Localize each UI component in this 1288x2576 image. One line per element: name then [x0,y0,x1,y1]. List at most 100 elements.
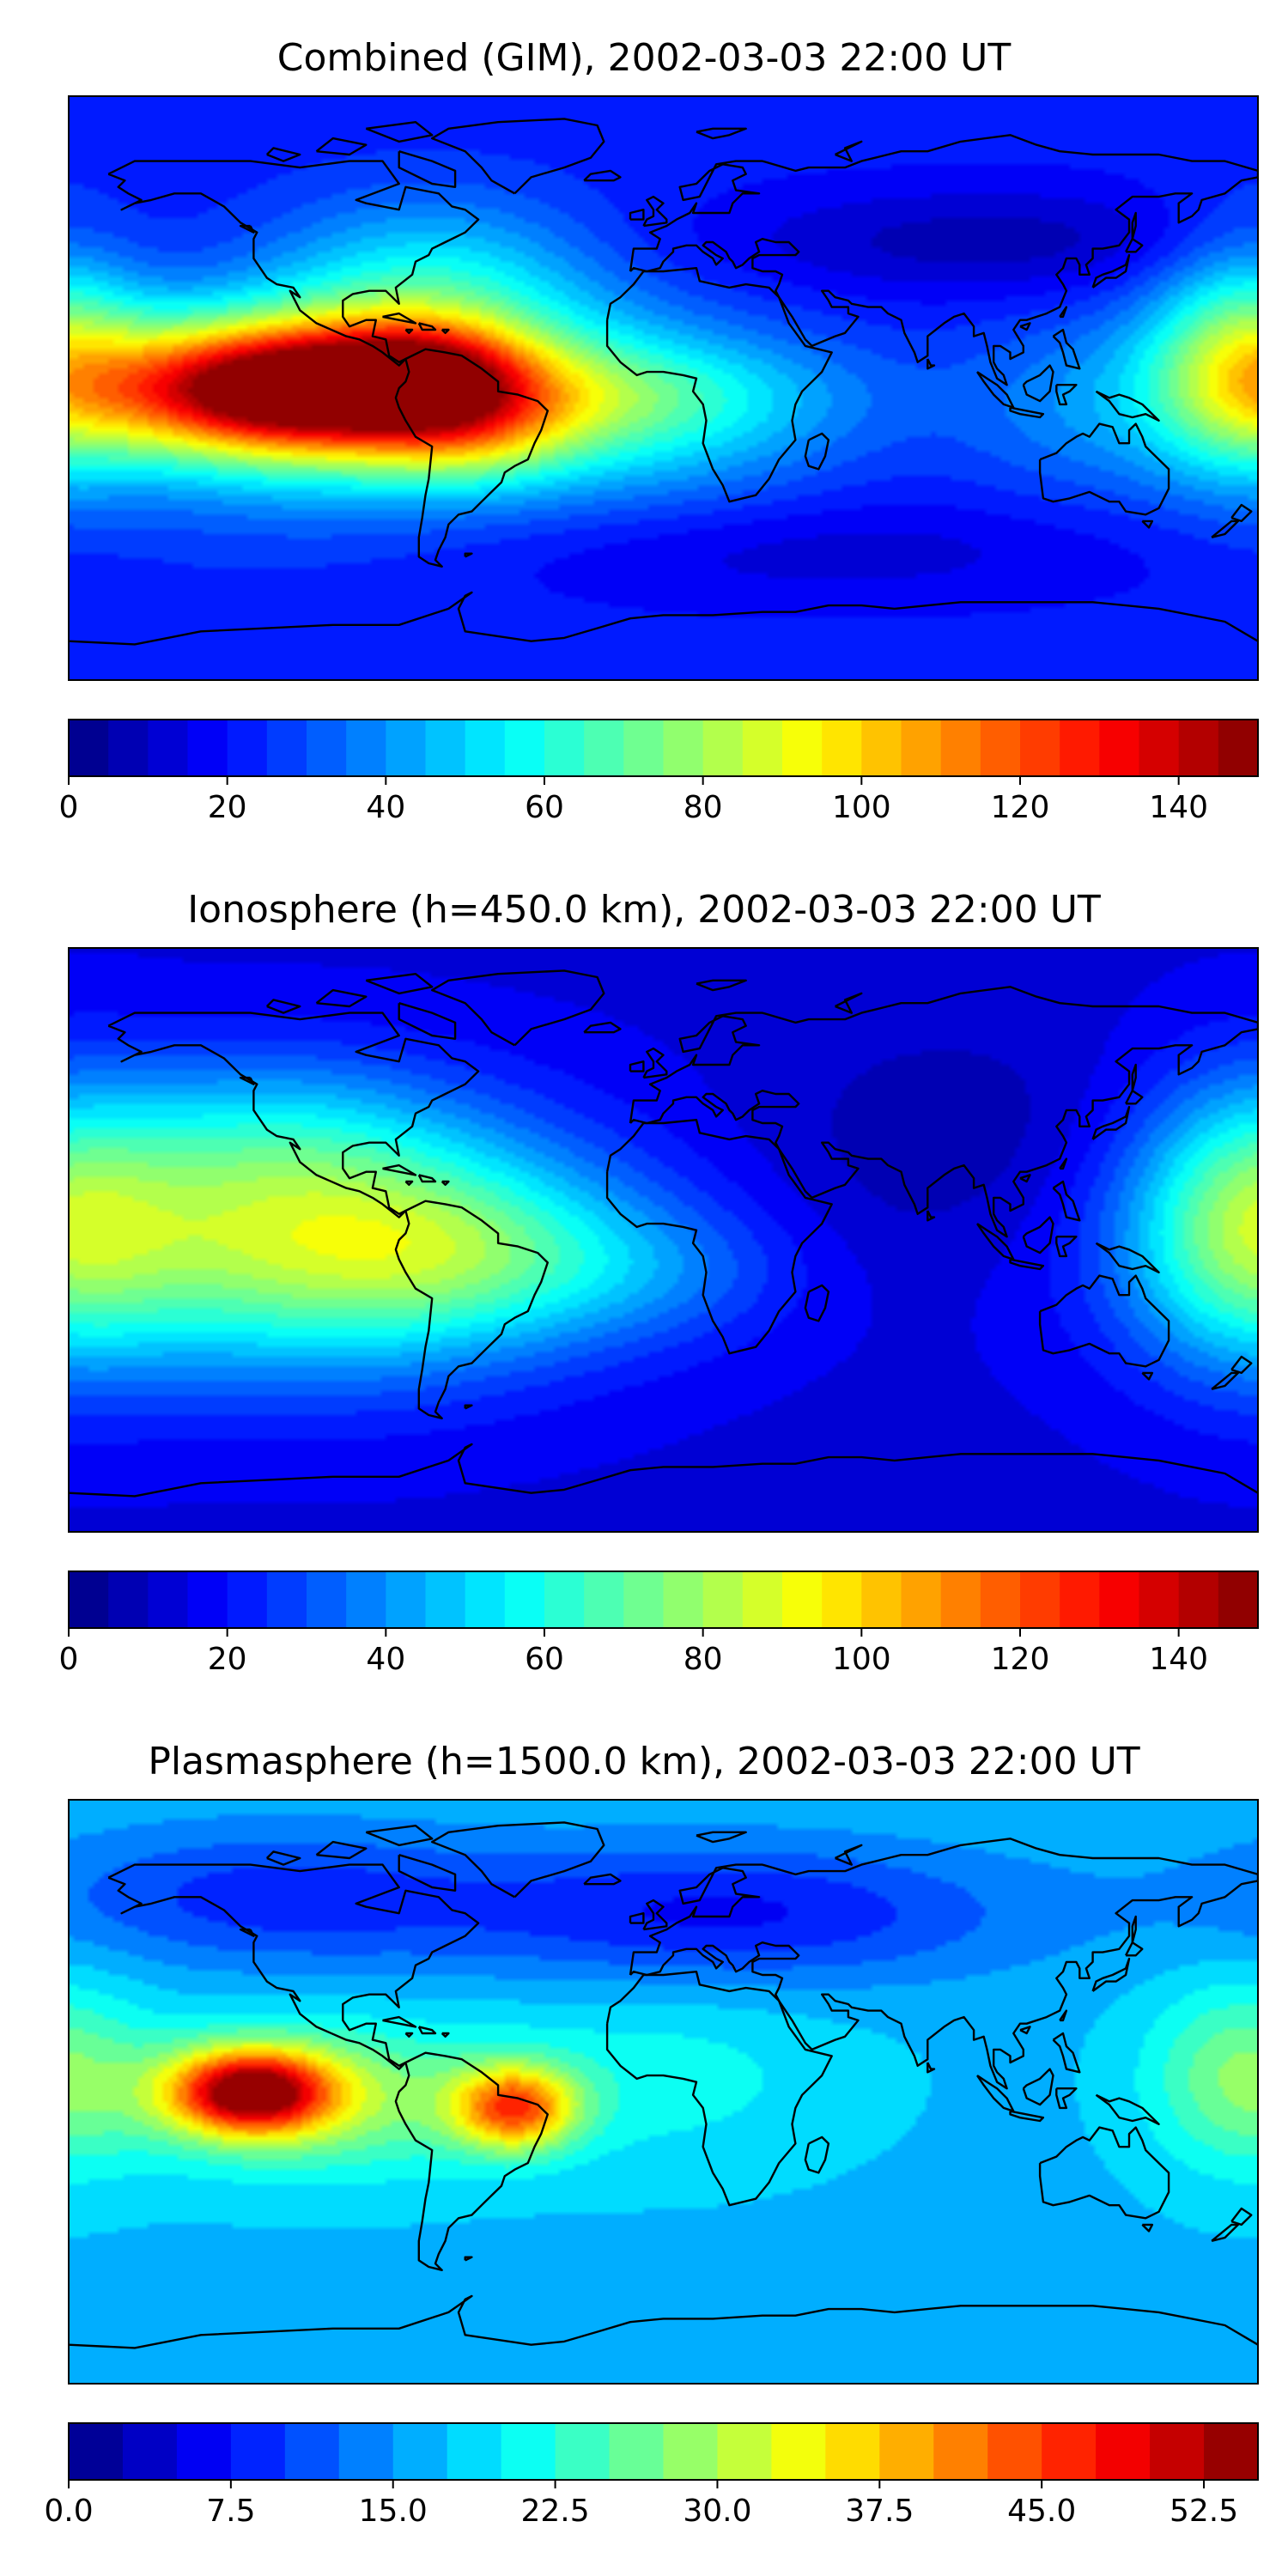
coastline-3 [605,1971,833,2207]
colorbar-frame [68,719,1259,777]
coastline-27 [404,2032,414,2038]
coastline-22 [1211,519,1240,538]
coastline-26 [417,2026,437,2035]
coastline-15 [1055,2087,1078,2110]
colorbar-segment [501,2423,556,2480]
colorbar-tick-label: 120 [991,790,1050,825]
colorbar-frame [68,1571,1259,1629]
coastline-27 [404,1180,414,1186]
coastline-28 [440,1180,450,1186]
coastline-29 [239,224,255,234]
coastline-31 [265,1850,301,1866]
colorbar-segment [465,1571,506,1628]
coastline-24 [1141,519,1154,529]
coastline-25 [382,2015,417,2028]
colorbar-segment [980,720,1021,776]
colorbar-segment [307,1571,347,1628]
colorbar-tick-label: 52.5 [1170,2494,1238,2529]
coastline-28 [440,328,450,334]
colorbar-segment [782,720,823,776]
colorbar-segment [861,1571,902,1628]
colorbar-tick-label: 60 [525,790,564,825]
coastline-2 [431,1821,605,1899]
colorbar-segment [822,1571,862,1628]
colorbar-segment [122,2423,178,2480]
coastline-6 [642,1047,668,1079]
coastline-26 [417,1174,437,1183]
colorbar-segment [230,2423,286,2480]
colorbar-tick-label: 45.0 [1007,2494,1076,2529]
coastline-19 [1019,1174,1031,1183]
coastline-23 [1230,503,1253,523]
colorbar-segment [742,1571,783,1628]
coastline-35 [835,1844,863,1866]
colorbar-segment [386,1571,427,1628]
coastline-17 [1052,328,1081,370]
colorbar-segment [1178,1571,1219,1628]
coastline-3 [605,267,833,503]
coastline-37 [69,591,1258,646]
coastline-8 [583,1873,622,1886]
coastline-19 [1019,322,1031,331]
colorbar-segment [346,1571,386,1628]
coastline-11 [1131,1915,1137,1943]
colorbar-segment [504,1571,545,1628]
colorbar-tick-label: 40 [366,1642,405,1677]
coastline-32 [398,1002,457,1040]
coastline-31 [265,999,301,1014]
coastline-35 [835,140,863,162]
coastline-23 [1230,1355,1253,1375]
colorbar-segment [1096,2423,1151,2480]
colorbar-tick-label: 0.0 [44,2494,93,2529]
colorbar-segment [742,720,783,776]
colorbar-segment [879,2423,934,2480]
coastline-4 [629,134,1258,386]
coastline-28 [440,2032,450,2038]
colorbar-tick-label: 20 [208,790,247,825]
colorbar-segment [465,720,506,776]
panel-2-coastlines [69,969,1258,1498]
coastline-15 [1055,384,1078,406]
coastline-36 [464,2256,473,2262]
colorbar-segment [1020,720,1060,776]
colorbar-segment [544,720,585,776]
colorbar-segment [447,2423,502,2480]
colorbar-segment [108,720,149,776]
colorbar-tick-label: 140 [1149,790,1208,825]
coastline-36 [464,1404,473,1410]
coastline-29 [239,1076,255,1085]
colorbar-segment [822,720,862,776]
coastline-33 [365,121,434,143]
colorbar-tick-label: 30.0 [683,2494,751,2529]
coastline-33 [365,1825,434,1847]
coastline-24 [1141,2223,1154,2233]
colorbar-segment [307,720,347,776]
panel-2-title: Ionosphere (h=450.0 km), 2002-03-03 22:0… [187,888,1101,932]
panel-1: 0 20 40 60 80 100 120 140 [59,95,1259,825]
coastline-1 [394,2051,549,2271]
panel-1-colorbar: 0 20 40 60 80 100 120 140 [59,719,1259,825]
coastline-11 [1131,1063,1137,1091]
colorbar-tick-label: 100 [832,1642,891,1677]
coastline-18 [1059,2009,1068,2022]
colorbar-segment [338,2423,394,2480]
coastline-1 [394,1200,549,1419]
coastline-30 [315,988,368,1008]
colorbar-segment [108,1571,149,1628]
colorbar-tick-label: 15.0 [359,2494,428,2529]
colorbar-segment [584,1571,624,1628]
coastline-7 [629,1912,645,1924]
coastline-0 [107,1863,480,2070]
coastline-3 [605,1119,833,1355]
coastline-34 [696,127,747,140]
coastline-5 [1038,1274,1170,1368]
colorbar-segment [148,1571,189,1628]
colorbar-frame [68,2422,1259,2481]
colorbar-segment [1218,720,1259,776]
coastline-32 [398,150,457,188]
coastline-33 [365,973,434,995]
coastline-2 [431,969,605,1047]
panel-3-heatmap-field [69,1800,1258,2384]
panel-2-heatmap-field [69,948,1258,1532]
